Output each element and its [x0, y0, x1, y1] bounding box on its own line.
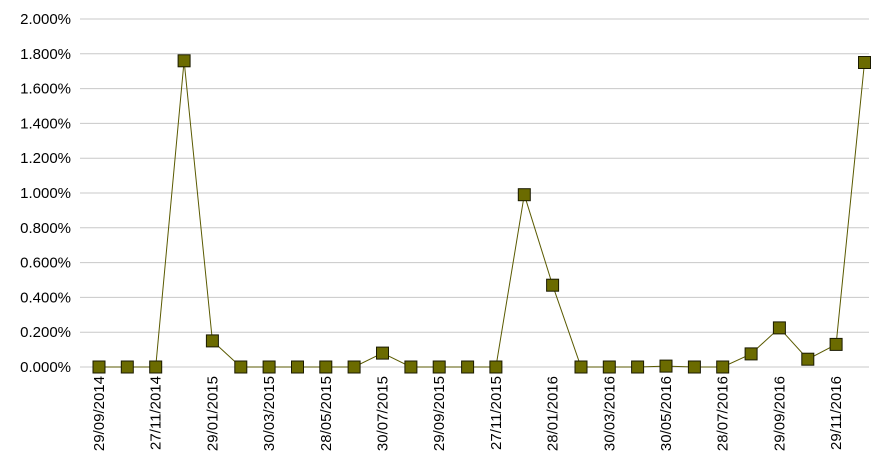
x-tick-label: 29/01/2015	[204, 376, 221, 451]
x-tick-label: 28/01/2016	[545, 376, 562, 451]
data-point-marker	[149, 360, 163, 374]
x-tick-label: 27/11/2015	[488, 376, 505, 450]
data-point-marker	[120, 360, 134, 374]
data-point-marker	[602, 360, 616, 374]
data-point-marker	[177, 54, 191, 68]
data-point-marker	[262, 360, 276, 374]
y-tick-label: 1.200%	[20, 150, 71, 167]
y-tick-label: 1.800%	[20, 46, 71, 63]
y-tick-label: 0.200%	[20, 324, 71, 341]
x-tick-label: 30/05/2016	[658, 376, 675, 451]
data-point-marker	[858, 56, 871, 69]
x-tick-label: 29/09/2016	[771, 376, 788, 451]
data-point-marker	[319, 360, 333, 374]
y-tick-label: 1.000%	[20, 185, 71, 202]
y-tick-label: 0.600%	[20, 255, 71, 272]
y-tick-label: 0.800%	[20, 220, 71, 237]
data-point-marker	[489, 360, 503, 374]
series-line-group	[99, 60, 865, 368]
data-point-marker	[461, 360, 475, 374]
data-point-marker	[205, 334, 219, 348]
data-point-marker	[432, 360, 446, 374]
data-point-marker	[772, 321, 786, 335]
data-point-marker	[291, 360, 304, 374]
data-point-marker	[517, 188, 531, 202]
x-tick-label: 28/05/2015	[318, 376, 335, 451]
x-tick-label: 29/09/2015	[431, 376, 448, 451]
data-point-marker	[574, 360, 588, 374]
data-point-marker	[716, 360, 730, 374]
x-tick-label: 29/11/2016	[828, 376, 845, 450]
x-tick-label: 30/03/2016	[601, 376, 618, 451]
data-point-marker	[546, 278, 560, 292]
y-tick-label: 1.400%	[20, 115, 71, 132]
y-tick-label: 0.000%	[20, 359, 71, 376]
data-point-marker	[376, 346, 389, 360]
y-tick-label: 0.400%	[20, 289, 71, 306]
y-axis-tick-labels: 0.000% 0.200% 0.400% 0.600% 0.800% 1.000% 1.20…	[20, 11, 71, 376]
data-point-marker	[687, 360, 701, 374]
x-tick-label: 28/07/2016	[715, 376, 732, 451]
x-tick-label: 30/07/2015	[375, 376, 392, 451]
data-point-marker	[801, 352, 815, 366]
x-tick-label: 29/09/2014	[91, 376, 108, 451]
data-point-marker	[92, 360, 106, 374]
x-tick-label: 30/03/2015	[261, 376, 278, 451]
series-line	[99, 60, 865, 368]
data-point-marker	[234, 360, 248, 374]
y-tick-label: 2.000%	[20, 11, 71, 28]
x-axis-tick-labels: 29/09/2014 27/11/2014 29/01/2015 30/03/2015…	[91, 376, 845, 451]
data-point-marker	[404, 360, 418, 374]
y-tick-label: 1.600%	[20, 81, 71, 98]
data-point-marker	[659, 359, 673, 373]
data-point-marker	[744, 347, 758, 361]
data-point-marker	[631, 360, 645, 374]
data-point-marker	[829, 337, 843, 351]
gridlines	[80, 18, 869, 368]
x-tick-label: 27/11/2014	[148, 376, 165, 450]
series-markers	[92, 54, 871, 374]
data-point-marker	[347, 360, 361, 374]
